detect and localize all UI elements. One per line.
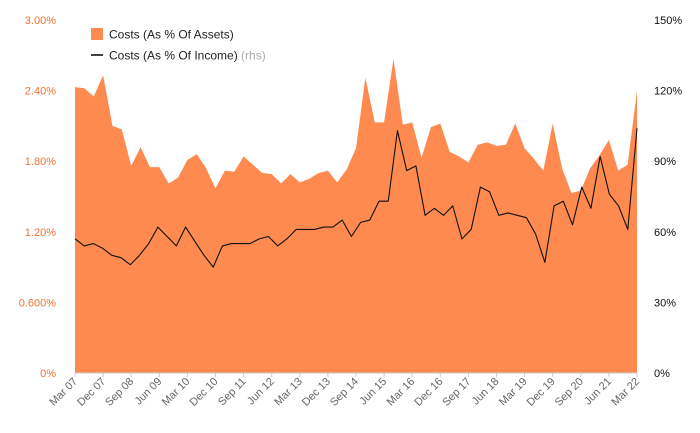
x-tick-label: Jun 18: [470, 376, 502, 408]
y-left-tick-label: 0.600%: [19, 297, 57, 309]
y-axis-right: 0% 30% 60% 90% 120% 150%: [654, 15, 682, 380]
x-tick-label: Sep 14: [328, 376, 361, 409]
x-tick-label: Mar 16: [385, 376, 418, 409]
x-tick-label: Jun 12: [245, 376, 277, 408]
x-tick-label: Dec 10: [187, 376, 220, 409]
plot-area: [74, 58, 638, 374]
y-left-tick-label: 0%: [40, 368, 56, 380]
y-left-tick-label: 1.80%: [25, 156, 56, 168]
y-axis-left: 0% 0.600% 1.20% 1.80% 2.40% 3.00%: [19, 15, 57, 380]
legend-label-assets: Costs (As % Of Assets): [109, 28, 234, 42]
x-tick-label: Jun 21: [582, 376, 614, 408]
x-tick-label: Sep 11: [216, 376, 249, 409]
x-tick-label: Mar 07: [47, 376, 80, 409]
x-tick-label: Sep 20: [553, 376, 586, 409]
legend: Costs (As % Of Assets) Costs (As % Of In…: [91, 28, 266, 63]
x-tick-label: Dec 16: [412, 376, 445, 409]
y-left-tick-label: 3.00%: [25, 15, 56, 27]
legend-label-income-text: Costs (As % Of Income): [109, 49, 238, 63]
y-right-tick-label: 150%: [654, 15, 682, 27]
x-tick-label: Mar 10: [160, 376, 193, 409]
x-tick-label: Sep 17: [440, 376, 473, 409]
x-tick-label: Jun 15: [357, 376, 389, 408]
y-left-tick-label: 2.40%: [25, 86, 56, 98]
x-tick-label: Mar 19: [497, 376, 530, 409]
y-right-tick-label: 60%: [654, 227, 676, 239]
y-right-tick-label: 30%: [654, 297, 676, 309]
y-right-tick-label: 0%: [654, 368, 670, 380]
x-tick-label: Dec 13: [300, 376, 333, 409]
x-tick-label: Sep 08: [103, 376, 136, 409]
y-right-tick-label: 90%: [654, 156, 676, 168]
y-right-tick-label: 120%: [654, 86, 682, 98]
legend-swatch-area: [91, 28, 103, 40]
y-left-tick-label: 1.20%: [25, 227, 56, 239]
x-tick-label: Dec 07: [75, 376, 108, 409]
x-tick-label: Dec 19: [525, 376, 558, 409]
legend-label-income: Costs (As % Of Income) (rhs): [109, 49, 266, 63]
legend-label-income-suffix: (rhs): [241, 49, 266, 63]
x-tick-label: Mar 22: [609, 376, 642, 409]
x-tick-label: Mar 13: [272, 376, 305, 409]
area-costs-assets: [75, 58, 637, 373]
x-tick-label: Jun 09: [133, 376, 165, 408]
line-costs-income: [74, 128, 638, 268]
